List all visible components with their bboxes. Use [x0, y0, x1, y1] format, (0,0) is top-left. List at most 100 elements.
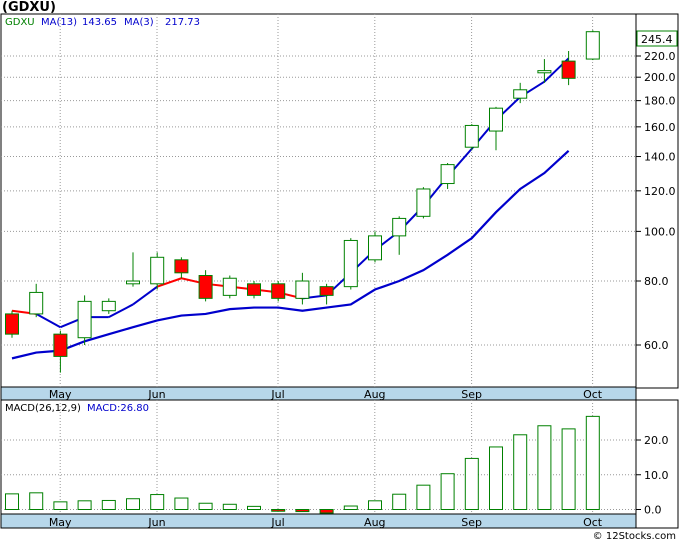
- macd-bar: [513, 434, 528, 511]
- candle: [537, 59, 552, 83]
- candle: [53, 330, 68, 373]
- candle: [222, 275, 237, 299]
- candle-body: [464, 124, 479, 148]
- price-x-tick-label: Jul: [270, 388, 284, 401]
- candle: [585, 30, 600, 61]
- last-price-badge: [636, 30, 678, 47]
- macd-bar: [392, 493, 407, 510]
- macd-bar: [464, 457, 479, 511]
- price-y-axis: 60.0 80.0 100.0 120.0 140.0 160.0 180.0 200.0 22…: [636, 50, 676, 352]
- macd-bar: [77, 500, 92, 510]
- macd-tick-label: 0.0: [644, 504, 662, 517]
- candle-body: [77, 300, 92, 339]
- macd-legend-label: MACD(26,12,9): [5, 403, 81, 414]
- macd-bar: [343, 505, 358, 510]
- macd-x-axis: May Jun Jul Aug Sep Oct: [49, 516, 603, 529]
- macd-bar: [222, 503, 237, 511]
- candle: [513, 82, 528, 104]
- candle-body: [295, 280, 310, 299]
- macd-bar: [319, 509, 334, 514]
- macd-bar: [101, 499, 116, 510]
- candle-body: [29, 291, 44, 315]
- macd-bar: [440, 473, 455, 510]
- candlestick-series: [5, 30, 600, 373]
- candle: [343, 238, 358, 290]
- macd-bar: [585, 415, 600, 510]
- candle-body: [150, 256, 165, 285]
- macd-bar: [271, 509, 286, 512]
- candle: [77, 295, 92, 345]
- candle: [440, 162, 455, 189]
- ma13-series: [11, 150, 570, 360]
- price-panel: [0, 13, 679, 389]
- macd-bar: [5, 493, 19, 510]
- candle-body: [222, 277, 237, 296]
- macd-x-tick-label: May: [49, 516, 72, 529]
- candle: [489, 106, 503, 151]
- legend-ma3-value: 217.73: [165, 17, 200, 28]
- macd-bar: [537, 425, 552, 510]
- macd-bar: [368, 500, 382, 510]
- candle-body: [440, 164, 455, 185]
- candle-body: [392, 217, 407, 237]
- price-tick-label: 180.0: [644, 95, 676, 108]
- price-x-axis: May Jun Jul Aug Sep Oct: [49, 388, 603, 401]
- ma3-segment: [156, 277, 182, 288]
- candle: [271, 281, 286, 302]
- price-tick-label: 120.0: [644, 185, 676, 198]
- ma3-segment: [35, 313, 61, 329]
- macd-tick-label: 10.0: [644, 469, 669, 482]
- candle-body: [247, 283, 261, 296]
- price-tick-label: 100.0: [644, 225, 676, 238]
- price-x-tick-label: May: [49, 388, 72, 401]
- price-date-band: [0, 386, 637, 401]
- price-tick-label: 200.0: [644, 71, 676, 84]
- candle: [174, 257, 189, 279]
- candle: [150, 252, 165, 290]
- macd-x-tick-label: Oct: [583, 516, 603, 529]
- candle-body: [319, 286, 334, 296]
- price-x-tick-label: Sep: [461, 388, 482, 401]
- ma3-segment: [108, 303, 134, 319]
- macd-tick-label: 20.0: [644, 434, 669, 447]
- price-x-tick-label: Jun: [147, 388, 165, 401]
- legend-ma13-label: MA(13): [41, 17, 77, 28]
- candle-body: [537, 70, 552, 74]
- macd-bar: [247, 505, 261, 510]
- macd-bars: [5, 415, 600, 514]
- legend-ticker: GDXU: [5, 17, 35, 28]
- candle-body: [5, 313, 19, 335]
- macd-x-tick-label: Aug: [364, 516, 385, 529]
- macd-bar: [295, 509, 310, 513]
- candle-body: [174, 259, 189, 274]
- candle: [392, 216, 407, 255]
- macd-date-band: [0, 513, 637, 529]
- macd-bar: [198, 502, 213, 510]
- macd-bar: [126, 498, 140, 511]
- candle: [126, 252, 140, 287]
- candle: [5, 310, 19, 338]
- price-tick-label: 220.0: [644, 50, 676, 63]
- macd-x-tick-label: Sep: [461, 516, 482, 529]
- price-tick-label: 140.0: [644, 151, 676, 164]
- candle-body: [101, 300, 116, 312]
- candle-body: [489, 107, 503, 132]
- macd-bar: [561, 428, 576, 511]
- candle-body: [198, 275, 213, 299]
- macd-bar: [174, 497, 189, 511]
- candle: [295, 272, 310, 305]
- candle-body: [271, 283, 286, 299]
- ma13-line: [11, 150, 570, 360]
- candle: [247, 281, 261, 299]
- macd-y-axis: 0.0 10.0 20.0: [636, 434, 669, 517]
- price-tick-label: 160.0: [644, 121, 676, 134]
- candle: [368, 231, 382, 263]
- candle-body: [343, 239, 358, 288]
- ma3-series: [11, 57, 570, 329]
- chart-title: (GDXU): [2, 0, 56, 15]
- credit-text: © 12Stocks.com: [592, 531, 676, 542]
- macd-bar: [150, 494, 165, 510]
- price-x-tick-label: Oct: [583, 388, 603, 401]
- ma3-segment: [132, 285, 158, 306]
- candle-body: [416, 188, 431, 217]
